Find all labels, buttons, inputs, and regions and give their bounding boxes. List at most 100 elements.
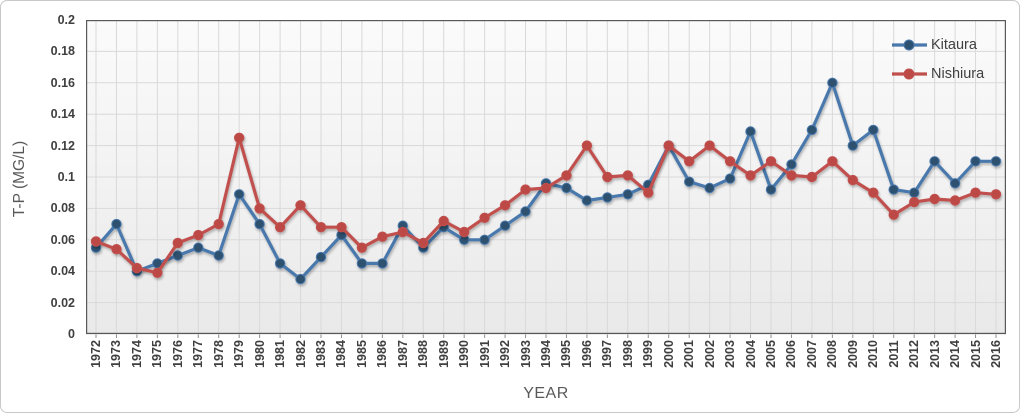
data-point-kitaura [234,189,245,200]
x-axis-tick-label: 1982 [293,340,308,368]
data-point-nishiura [868,187,879,198]
data-point-nishiura [561,170,572,181]
x-axis-tick-label: 2012 [907,340,922,368]
data-point-nishiura [459,226,470,238]
data-point-nishiura [990,189,1002,200]
x-axis-tick-label: 2005 [764,340,778,368]
data-point-kitaura [295,273,306,285]
data-point-nishiura [909,196,920,208]
x-axis-tick-label: 1993 [518,340,533,368]
data-point-nishiura [131,262,143,274]
y-axis-tick-label: 0.06 [50,232,75,247]
x-axis-tick-label: 1998 [620,340,635,368]
data-point-nishiura [949,195,961,206]
data-point-kitaura [929,156,940,167]
x-axis-tick-label: 1996 [579,340,594,368]
y-axis-tick-label: 0.04 [50,264,75,279]
y-axis-tick-label: 0.08 [50,201,75,216]
x-axis-tick-label: 1972 [89,340,103,368]
data-point-nishiura [172,237,184,249]
legend-item-kitaura: Kitaura [891,34,984,56]
data-point-nishiura [684,156,695,167]
x-axis-tick-label: 1974 [129,340,144,368]
data-point-kitaura [888,184,899,195]
x-axis-tick-label: 1992 [498,340,513,368]
data-point-kitaura [581,195,593,206]
data-point-kitaura [704,182,715,194]
data-point-nishiura [786,170,797,181]
data-point-nishiura [540,182,552,194]
data-point-kitaura [172,250,184,261]
x-axis-tick-label: 1991 [477,340,492,368]
x-axis-tick-label: 2015 [968,340,983,368]
plot-area [86,20,1006,338]
data-point-nishiura [520,184,531,195]
data-point-kitaura [724,173,736,184]
data-point-kitaura [684,176,695,187]
line-chart [86,20,1006,338]
legend-item-nishiura: Nishiura [891,63,984,85]
x-axis-tick-label: 2010 [866,340,881,368]
data-point-nishiura [377,231,388,242]
data-point-nishiura [438,215,449,227]
data-point-kitaura [970,156,981,167]
legend-label-kitaura: Kitaura [931,37,977,53]
x-axis-tick-label: 2001 [682,340,697,368]
data-point-kitaura [990,156,1002,167]
x-axis-tick-label: 1977 [191,340,206,368]
x-axis-tick-label: 1989 [436,340,451,368]
x-axis-tick-label: 1997 [600,340,615,368]
data-point-kitaura [356,258,368,269]
data-point-nishiura [970,187,981,198]
x-axis-title: YEAR [523,385,569,402]
data-point-nishiura [602,171,613,183]
data-point-nishiura [847,174,858,186]
x-axis-tick-label: 2009 [845,340,860,368]
data-point-nishiura [479,212,490,224]
x-axis-tick-label: 2007 [804,340,819,368]
x-axis-tick-label: 1985 [354,340,369,368]
y-axis-tick-label: 0.2 [57,13,75,27]
x-axis-tick-label: 2016 [989,340,1003,368]
x-axis-tick-label: 1986 [375,340,390,368]
x-axis-tick-label: 2008 [825,340,840,368]
x-axis-tick-label: 2011 [886,340,901,368]
data-point-kitaura [745,126,756,137]
data-point-nishiura [90,236,102,247]
data-point-nishiura [765,156,777,167]
data-point-nishiura [397,226,408,238]
y-axis-tick-label: 0 [68,327,75,341]
data-point-nishiura [336,222,347,233]
x-axis-tick-label: 2003 [723,340,738,368]
data-point-nishiura [418,237,429,249]
y-axis-tick-label: 0.1 [57,170,75,184]
x-axis-tick-label: 1975 [150,340,165,368]
data-point-kitaura [315,251,327,263]
data-point-kitaura [479,234,490,246]
data-point-kitaura [274,258,286,269]
data-point-nishiura [315,222,327,233]
x-axis-tick-label: 1980 [252,340,267,368]
x-axis-tick-label: 1988 [416,340,431,368]
nishiura-line-marker-icon [892,68,927,80]
legend: Kitaura Nishiura [891,34,984,92]
data-point-nishiura [745,170,756,181]
x-axis-tick-label: 1999 [641,340,656,368]
x-axis-tick-label: 1984 [334,340,349,368]
data-point-nishiura [827,156,838,167]
x-axis-tick-label: 1983 [314,340,328,368]
data-point-nishiura [111,244,122,255]
data-point-kitaura [561,182,572,194]
x-axis-tick-label: 2006 [784,340,799,368]
data-point-nishiura [663,140,674,151]
data-point-kitaura [111,218,122,230]
data-point-nishiura [806,171,818,183]
data-point-kitaura [193,242,204,253]
x-axis-tick-label: 1995 [559,340,574,368]
x-axis-tick-label: 1981 [273,340,288,368]
data-point-nishiura [193,229,204,241]
data-point-nishiura [643,187,654,198]
data-point-kitaura [827,77,838,88]
y-axis-tick-label: 0.14 [50,107,75,122]
